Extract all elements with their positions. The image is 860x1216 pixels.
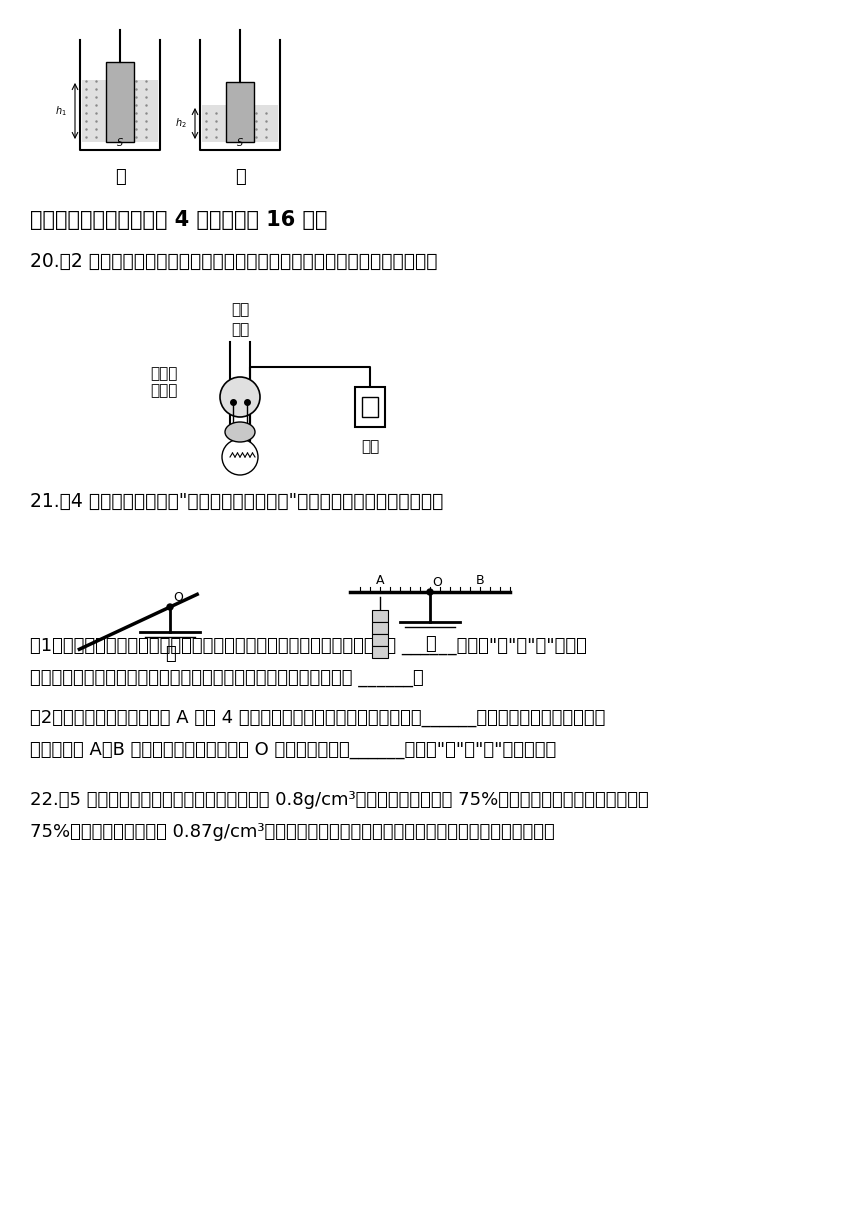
Bar bbox=[372, 646, 388, 658]
Text: O: O bbox=[173, 591, 183, 604]
Text: S: S bbox=[117, 137, 123, 148]
Bar bbox=[372, 610, 388, 623]
Text: 甲: 甲 bbox=[164, 644, 175, 663]
Text: 75%的医用酒精的密度为 0.87g/cm³，为检验自己配制的酒精是否合格，进行了如下实验和分析：: 75%的医用酒精的密度为 0.87g/cm³，为检验自己配制的酒精是否合格，进行… bbox=[30, 823, 555, 841]
Text: 21.（4 分）某实验小组在"探究杠杆的平衡条件"的实验中，进行了如下操作：: 21.（4 分）某实验小组在"探究杠杆的平衡条件"的实验中，进行了如下操作： bbox=[30, 492, 444, 511]
Bar bbox=[372, 634, 388, 646]
Text: B: B bbox=[476, 574, 484, 587]
Text: 零火: 零火 bbox=[230, 302, 249, 317]
Text: 杠杆两端的螺母，使杠杆在水平位置平衡，这样调节的目是便于测量 ______；: 杠杆两端的螺母，使杠杆在水平位置平衡，这样调节的目是便于测量 ______； bbox=[30, 669, 424, 687]
Text: 天花板
灯线盒: 天花板 灯线盒 bbox=[150, 366, 177, 398]
Circle shape bbox=[167, 604, 173, 610]
Text: 线线: 线线 bbox=[230, 322, 249, 337]
Text: $h_2$: $h_2$ bbox=[175, 117, 187, 130]
Bar bbox=[372, 623, 388, 634]
Text: 20.（2 分）请用笔画线表示导线，将图中的电灯和开关正确接入家庭电路中。: 20.（2 分）请用笔画线表示导线，将图中的电灯和开关正确接入家庭电路中。 bbox=[30, 252, 438, 271]
Text: 22.（5 分）为预防新冠肺炎，某同学用密度为 0.8g/cm³的纯酒精配制浓度为 75%的酒精。他查阅资料得知浓度为: 22.（5 分）为预防新冠肺炎，某同学用密度为 0.8g/cm³的纯酒精配制浓度… bbox=[30, 790, 648, 809]
Circle shape bbox=[222, 439, 258, 475]
Circle shape bbox=[220, 377, 260, 417]
Circle shape bbox=[427, 589, 433, 595]
Bar bbox=[355, 387, 385, 427]
Text: S: S bbox=[237, 137, 243, 148]
Ellipse shape bbox=[225, 422, 255, 441]
Text: $h_1$: $h_1$ bbox=[55, 105, 67, 118]
Text: 乙: 乙 bbox=[425, 635, 435, 653]
Text: （1）将杠杆中点置于支架上，未挂钩码时杠杆静止在图甲位置，实验前需向 ______（选填"左"或"右"）调节: （1）将杠杆中点置于支架上，未挂钩码时杠杆静止在图甲位置，实验前需向 _____… bbox=[30, 637, 587, 655]
Text: 开关: 开关 bbox=[361, 439, 379, 454]
Text: A: A bbox=[376, 574, 384, 587]
Text: 衡后，又将 A、B 点挂钩码同时向远离支点 O 的方向移动一格______（选填"左"或"右"）侧下沉。: 衡后，又将 A、B 点挂钩码同时向远离支点 O 的方向移动一格______（选填… bbox=[30, 741, 556, 759]
Bar bbox=[226, 81, 254, 142]
Bar bbox=[82, 80, 158, 142]
Bar bbox=[106, 62, 134, 142]
Text: 乙: 乙 bbox=[235, 168, 245, 186]
Text: O: O bbox=[432, 576, 442, 589]
Bar bbox=[362, 396, 378, 417]
Text: 三、作图与实验题（本题 4 个小题，共 16 分）: 三、作图与实验题（本题 4 个小题，共 16 分） bbox=[30, 210, 328, 230]
Text: （2）如图乙所示，在杠杆上 A 点挂 4 个钩码，要使杠杆重新在水平位置平衡______个相同的钩码；杠杆水平平: （2）如图乙所示，在杠杆上 A 点挂 4 个钩码，要使杠杆重新在水平位置平衡__… bbox=[30, 709, 605, 727]
Bar bbox=[202, 105, 278, 142]
Text: 甲: 甲 bbox=[114, 168, 126, 186]
